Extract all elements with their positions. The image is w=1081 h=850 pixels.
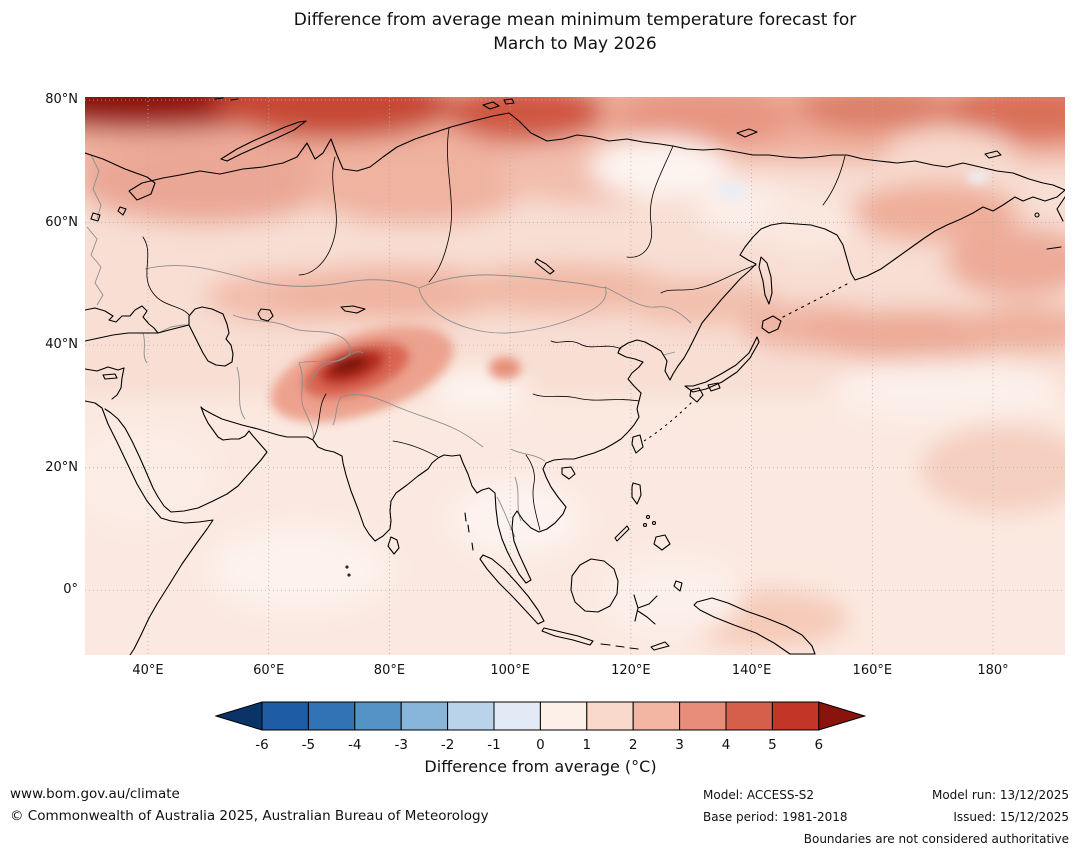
colorbar-tick-label: -3 (394, 737, 407, 753)
title-line-2: March to May 2026 (493, 34, 657, 54)
lon-tick-label: 180° (977, 663, 1009, 678)
lon-tick-label: 60°E (253, 663, 285, 678)
colorbar-left-arrow (215, 701, 263, 731)
colorbar-segment (354, 701, 402, 731)
colorbar-tick-label: -4 (348, 737, 361, 753)
colorbar-tick-label: 6 (815, 737, 824, 753)
colorbar-segment (586, 701, 634, 731)
colorbar-segment (771, 701, 820, 731)
figure-title: Difference from average mean minimum tem… (85, 8, 1065, 56)
lat-tick-label: 60°N (45, 214, 78, 230)
footer-issued: Issued: 15/12/2025 (953, 810, 1069, 824)
anomaly-field-layer (85, 97, 1065, 655)
lat-tick-label: 80°N (45, 92, 78, 107)
footer-model: Model: ACCESS-S2 (703, 788, 815, 802)
footer-website: www.bom.gov.au/climate (10, 786, 180, 802)
gridlines-layer (85, 97, 1065, 655)
anomaly-hotspots-layer (270, 171, 989, 423)
colorbar: -6 -5 -4 -3 -2 -1 0 1 2 3 4 5 6 (215, 700, 866, 758)
lat-tick-label: 40°N (45, 337, 78, 353)
rivers-layer (142, 127, 846, 531)
colorbar-segment (539, 701, 588, 731)
colorbar-tick-label: 5 (768, 737, 777, 753)
colorbar-segment (447, 701, 495, 731)
colorbar-segment (632, 701, 681, 731)
title-line-1: Difference from average mean minimum tem… (293, 10, 857, 30)
colorbar-segment (261, 701, 309, 731)
colorbar-tick-label: -2 (441, 737, 454, 753)
asia-anomaly-map (85, 97, 1065, 655)
colorbar-right-arrow (818, 701, 866, 731)
footer-model-run: Model run: 13/12/2025 (931, 788, 1069, 802)
colorbar-svg: -6 -5 -4 -3 -2 -1 0 1 2 3 4 5 6 (215, 701, 866, 753)
lon-tick-label: 80°E (373, 663, 406, 678)
colorbar-label: Difference from average (°C) (424, 757, 657, 776)
lat-tick-label: 20°N (45, 459, 78, 475)
lat-tick-label: 0° (63, 582, 78, 598)
country-borders-layer (86, 154, 692, 538)
footer-base-period: Base period: 1981-2018 (703, 810, 848, 824)
colorbar-tick-label: 4 (722, 737, 731, 753)
lon-tick-label: 140°E (731, 663, 772, 678)
colorbar-tick-label: 1 (583, 737, 592, 753)
colorbar-tick-label: -5 (302, 737, 315, 753)
colorbar-tick-label: 2 (629, 737, 638, 753)
colorbar-segment (725, 701, 773, 731)
colorbar-tick-label: 0 (536, 737, 545, 753)
lon-tick-label: 100°E (490, 663, 530, 678)
footer-copyright: © Commonwealth of Australia 2025, Austra… (10, 808, 489, 824)
lon-tick-label: 40°E (132, 663, 164, 678)
colorbar-segment (679, 701, 727, 731)
colorbar-tick-label: -1 (487, 737, 500, 753)
colorbar-tick-label: -6 (255, 737, 268, 753)
lon-tick-label: 120°E (611, 663, 651, 678)
colorbar-segment (307, 701, 356, 731)
footer-boundaries-note: Boundaries are not considered authoritat… (803, 832, 1069, 846)
lon-tick-label: 160°E (852, 663, 893, 678)
colorbar-tick-label: 3 (675, 737, 684, 753)
coastlines-layer (85, 97, 1065, 655)
colorbar-segment (493, 701, 541, 731)
colorbar-segment (400, 701, 449, 731)
